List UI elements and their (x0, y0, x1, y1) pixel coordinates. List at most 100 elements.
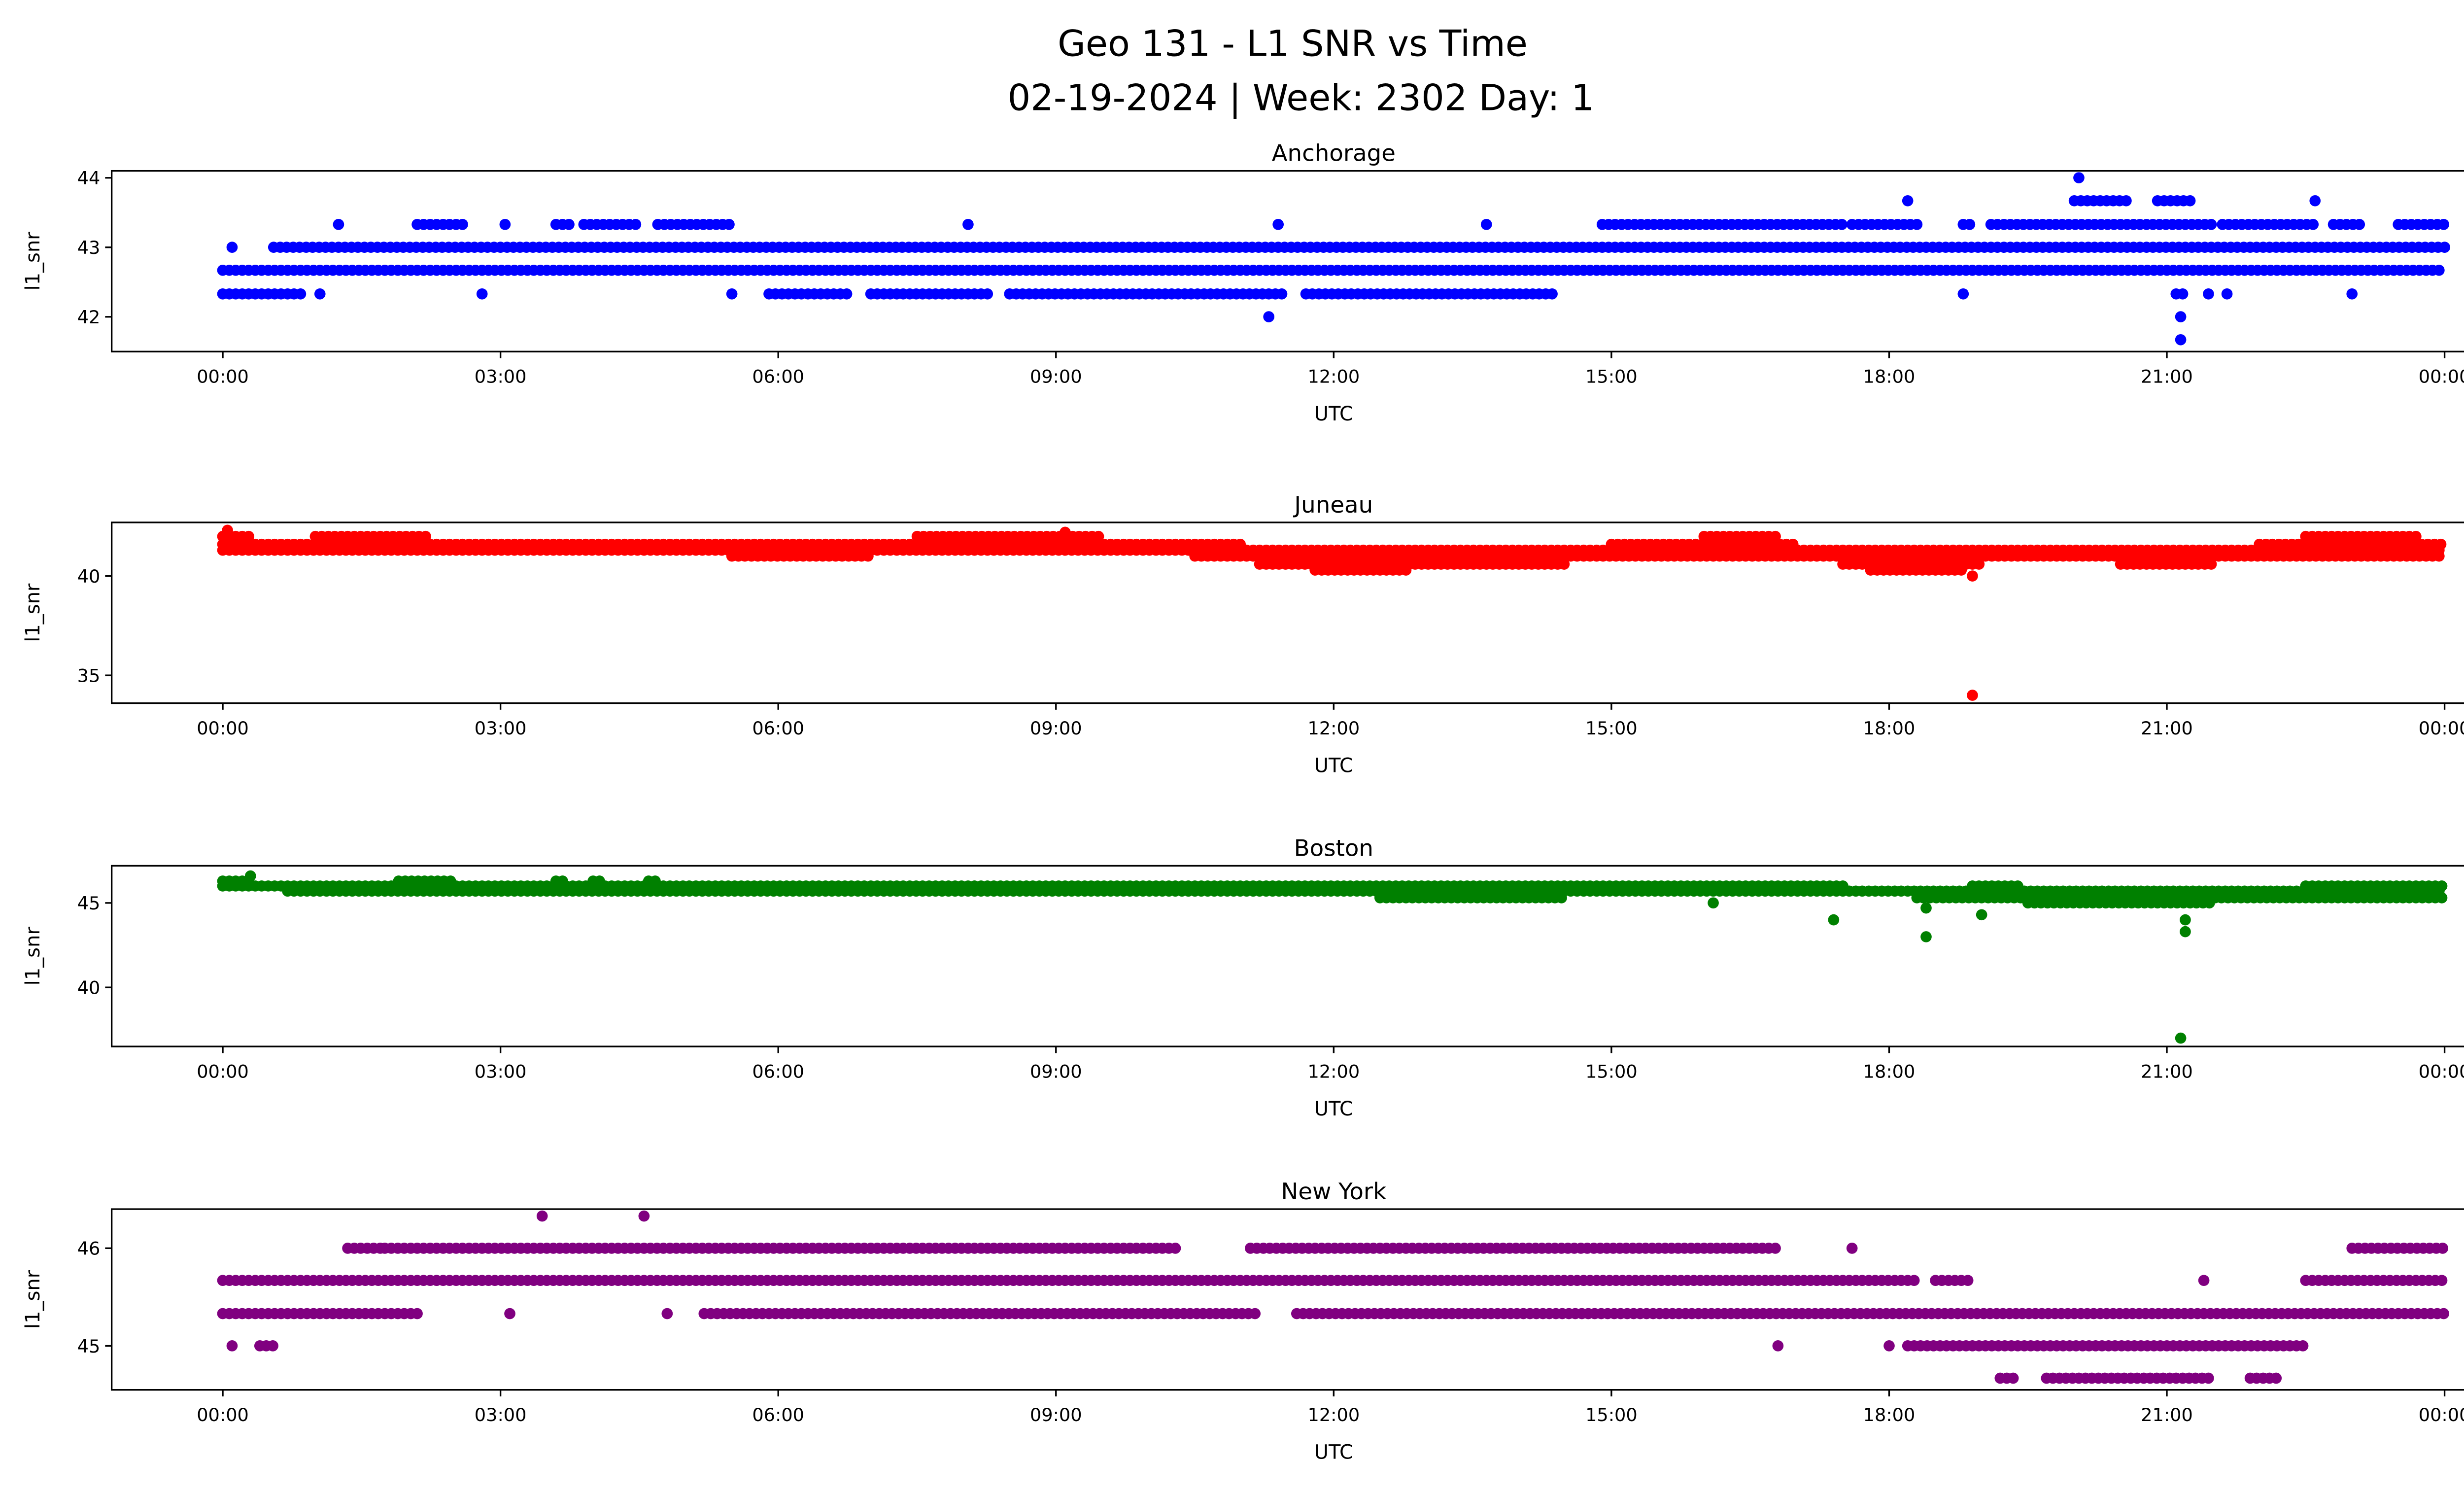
y-tick-label: 44 (77, 168, 101, 189)
data-point (2203, 1372, 2214, 1384)
data-point (1093, 530, 1104, 542)
x-tick-label: 18:00 (1863, 1061, 1916, 1082)
data-point (1967, 570, 1978, 582)
data-point (2184, 195, 2196, 207)
data-point (1480, 218, 1492, 230)
data-points (217, 172, 2451, 346)
data-point (1276, 288, 1288, 300)
data-point (982, 288, 993, 300)
data-point (1957, 288, 1969, 300)
plot-frame (110, 170, 2464, 352)
panel-title: New York (1281, 1179, 1386, 1205)
data-point (1883, 1340, 1895, 1352)
data-point (2438, 1308, 2450, 1320)
data-point (536, 1210, 548, 1222)
data-point (1911, 218, 1923, 230)
y-tick-label: 40 (77, 977, 101, 998)
data-point (2433, 264, 2445, 276)
data-point (2436, 1275, 2448, 1286)
x-tick-label: 03:00 (475, 718, 527, 739)
data-point (457, 218, 468, 230)
x-tick-label: 09:00 (1030, 1404, 1082, 1425)
data-point (1976, 909, 1987, 921)
y-tick-label: 35 (77, 665, 101, 686)
x-tick-label: 15:00 (1585, 718, 1638, 739)
data-point (2270, 1372, 2282, 1384)
data-point (2007, 1372, 2019, 1384)
data-point (2180, 914, 2191, 926)
panel-juneau: Juneau 00:00 03:00 06:00 09:00 12:00 15:00 18:0… (22, 492, 2464, 777)
x-tick-label: 03:00 (475, 366, 527, 387)
x-axis-label: UTC (1314, 403, 1353, 425)
data-point (2204, 897, 2215, 909)
x-tick-label: 00:00 (2419, 1404, 2464, 1425)
y-axis-label: l1_snr (22, 927, 44, 986)
x-tick-label: 06:00 (752, 366, 804, 387)
data-point (1772, 1340, 1784, 1352)
data-point (1400, 564, 1412, 576)
panel-boston: Boston 00:00 03:00 06:00 09:00 12:00 15:00 18:0… (22, 835, 2464, 1120)
data-point (1546, 288, 1558, 300)
data-point (2121, 195, 2132, 207)
chart-title-line1: Geo 131 - L1 SNR vs Time (1058, 23, 1528, 65)
data-point (723, 218, 735, 230)
x-tick-label: 18:00 (1863, 366, 1916, 387)
data-point (226, 242, 238, 253)
panel-title: Juneau (1293, 492, 1373, 519)
data-point (1249, 1308, 1261, 1320)
data-point (1169, 1243, 1181, 1254)
data-point (563, 218, 575, 230)
data-point (2437, 1243, 2449, 1254)
x-tick-label: 12:00 (1308, 1404, 1360, 1425)
data-points (217, 524, 2447, 701)
x-tick-label: 15:00 (1585, 1061, 1638, 1082)
y-tick-label: 45 (77, 1336, 101, 1357)
data-point (1770, 1243, 1781, 1254)
x-tick-label: 12:00 (1308, 366, 1360, 387)
y-tick-label: 40 (77, 566, 101, 587)
data-point (1955, 564, 1967, 576)
data-point (2175, 334, 2187, 346)
panel-new-york: New York 00:00 03:00 06:00 09:00 12:00 15:00 18… (22, 1179, 2464, 1464)
data-point (2439, 242, 2451, 253)
x-tick-label: 06:00 (752, 1404, 804, 1425)
y-tick-label: 45 (77, 893, 101, 914)
x-tick-label: 06:00 (752, 718, 804, 739)
x-tick-label: 06:00 (752, 1061, 804, 1082)
x-tick-label: 09:00 (1030, 718, 1082, 739)
x-tick-label: 21:00 (2141, 1061, 2193, 1082)
data-point (1558, 558, 1570, 570)
data-points (217, 1210, 2450, 1384)
data-point (1556, 892, 1567, 904)
data-point (841, 288, 853, 300)
chart-title-line2: 02-19-2024 | Week: 2302 Day: 1 (1008, 77, 1594, 119)
y-tick-label: 43 (77, 237, 101, 258)
data-point (1908, 1275, 1920, 1286)
data-point (267, 1340, 278, 1352)
data-point (726, 288, 738, 300)
data-point (1272, 218, 1284, 230)
data-point (2073, 172, 2085, 183)
panel-title: Anchorage (1272, 140, 1396, 167)
x-tick-label: 18:00 (1863, 1404, 1916, 1425)
data-point (2205, 558, 2217, 570)
data-point (638, 1210, 650, 1222)
data-point (1920, 902, 1932, 914)
x-tick-label: 00:00 (2419, 718, 2464, 739)
data-point (1967, 690, 1978, 701)
x-tick-label: 15:00 (1585, 1404, 1638, 1425)
y-axis-label: l1_snr (22, 232, 44, 291)
data-point (962, 218, 974, 230)
data-point (1962, 1275, 1974, 1286)
x-tick-label: 12:00 (1308, 718, 1360, 739)
y-tick-label: 42 (77, 307, 101, 328)
x-tick-label: 12:00 (1308, 1061, 1360, 1082)
x-tick-label: 15:00 (1585, 366, 1638, 387)
data-point (2354, 218, 2365, 230)
data-point (1964, 218, 1976, 230)
x-tick-label: 00:00 (2419, 366, 2464, 387)
data-point (2177, 288, 2189, 300)
x-axis-label: UTC (1314, 1441, 1353, 1464)
y-axis-label: l1_snr (22, 1270, 44, 1329)
data-point (2203, 288, 2214, 300)
